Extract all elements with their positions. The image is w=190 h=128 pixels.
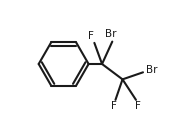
Text: Br: Br <box>105 29 117 39</box>
Text: F: F <box>88 31 94 41</box>
Text: F: F <box>111 101 116 111</box>
Text: F: F <box>135 101 141 111</box>
Text: Br: Br <box>146 65 157 75</box>
